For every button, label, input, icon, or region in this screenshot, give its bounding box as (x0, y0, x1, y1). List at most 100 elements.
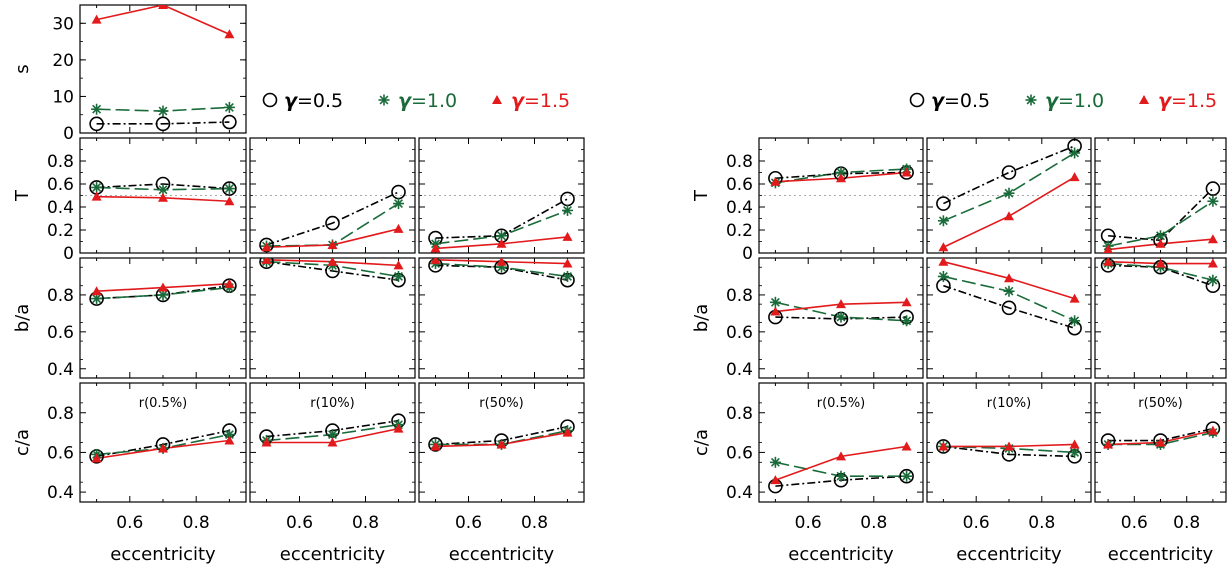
x-axis-label: eccentricity (280, 544, 386, 565)
marker-star (769, 296, 781, 308)
legend-left: γ=0.5 γ=1.0 γ=1.5 (262, 90, 570, 112)
series-group (428, 419, 575, 452)
marker-star-stroke (770, 297, 780, 307)
marker-star-stroke (394, 272, 403, 281)
legend-label: γ=0.5 (931, 90, 990, 112)
y-axis-label: b/a (691, 304, 712, 333)
marker-triangle (496, 439, 507, 449)
marker-triangle (938, 441, 949, 451)
marker-triangle (261, 242, 272, 252)
marker-star-stroke (92, 182, 102, 192)
series-group (936, 138, 1082, 252)
marker-star (223, 183, 235, 195)
legend-label: γ=1.0 (1045, 90, 1104, 112)
y-tick-label: 0.2 (47, 221, 74, 241)
marker-triangle (393, 260, 404, 270)
series-group (768, 163, 914, 189)
y-tick-label: 0.6 (47, 323, 74, 343)
marker-circle (89, 116, 104, 132)
subplot-R_ca_0: 0.4 0.6 0.8 0.6 0.8 r(0.5%) (726, 382, 924, 533)
series-line (266, 191, 399, 246)
y-tick-label: 30 (52, 14, 74, 34)
series-group (89, 5, 237, 132)
marker-triangle (224, 278, 235, 288)
x-tick-label: 0.8 (352, 513, 379, 533)
series-line (96, 183, 230, 190)
y-tick-label: 0.8 (726, 404, 753, 424)
marker-star-stroke (1156, 231, 1165, 241)
marker-triangle (430, 243, 441, 253)
subplot-L_ba_0: 0.4 0.6 0.8 (47, 257, 247, 380)
legend-value: =0.5 (944, 90, 990, 112)
series-line (943, 145, 1075, 205)
x-axis-label: eccentricity (956, 544, 1062, 565)
marker-star (937, 270, 949, 282)
marker-triangle (1103, 244, 1113, 253)
marker-star (1025, 94, 1037, 106)
marker-star-stroke (563, 205, 572, 215)
marker-star-stroke (1070, 447, 1080, 457)
subplot-R_ba_2 (1094, 257, 1227, 379)
marker-triangle (836, 451, 846, 461)
panel-annotation: r(0.5%) (139, 396, 188, 411)
marker-star (901, 470, 913, 482)
x-tick-label: 0.6 (1121, 513, 1148, 533)
axis-labels: s Tb/a eccentricity c/a eccentricity eccentri… (12, 64, 1214, 565)
marker-triangle (836, 173, 846, 183)
marker-triangle (562, 258, 573, 268)
series-group (259, 184, 406, 253)
marker-star (1003, 187, 1015, 199)
marker-triangle (1207, 234, 1218, 244)
subplot-L_T_2 (418, 137, 585, 254)
y-tick-label: 0.4 (47, 360, 74, 380)
series-group (768, 441, 914, 494)
marker-triangle (1139, 95, 1149, 104)
marker-triangle (562, 427, 573, 437)
x-tick-label: 0.6 (116, 513, 143, 533)
marker-star-stroke (1026, 95, 1036, 105)
marker-star-stroke (224, 184, 234, 194)
series-group (259, 413, 406, 447)
x-tick-label: 0.6 (286, 513, 313, 533)
panel-annotation: r(50%) (1138, 396, 1182, 411)
y-tick-label: 0 (63, 244, 74, 264)
marker-triangle (158, 443, 168, 453)
marker-star (1155, 230, 1166, 242)
y-tick-label: 0.8 (47, 286, 74, 306)
marker-circle (262, 92, 278, 108)
marker-star-stroke (1208, 196, 1218, 206)
plot-frame (79, 257, 247, 379)
marker-triangle (492, 95, 502, 104)
x-tick-label: 0.8 (1028, 513, 1055, 533)
marker-star-stroke (1004, 188, 1014, 198)
series-group (1100, 421, 1221, 450)
marker-triangle (327, 239, 338, 249)
legend-right: γ=0.5 γ=1.0 γ=1.5 (909, 90, 1217, 112)
legend-value: =1.0 (1058, 90, 1104, 112)
marker-star-stroke (158, 106, 168, 116)
marker-star-stroke (224, 430, 234, 440)
y-axis-label: T (691, 189, 712, 202)
y-axis-label: b/a (12, 304, 33, 333)
x-tick-label: 0.8 (1173, 513, 1200, 533)
marker-star-stroke (328, 430, 337, 440)
subplot-L_ba_1 (249, 257, 416, 379)
panel-annotation: r(50%) (479, 396, 523, 411)
series-line (266, 260, 399, 281)
marker-star-stroke (770, 457, 780, 467)
marker-star (562, 204, 573, 216)
marker-triangle (1069, 293, 1080, 303)
marker-triangle (836, 299, 846, 309)
marker-star (157, 105, 169, 117)
marker-star-stroke (563, 272, 572, 281)
marker-star-stroke (158, 185, 168, 195)
y-tick-label: 0 (742, 244, 753, 264)
y-tick-label: 0.4 (726, 483, 753, 503)
marker-triangle (1155, 258, 1166, 268)
marker-triangle (770, 475, 781, 485)
marker-triangle (938, 258, 949, 266)
series-group (428, 191, 575, 253)
marker-star (91, 103, 103, 115)
marker-circle (325, 215, 340, 231)
marker-triangle (91, 453, 102, 463)
